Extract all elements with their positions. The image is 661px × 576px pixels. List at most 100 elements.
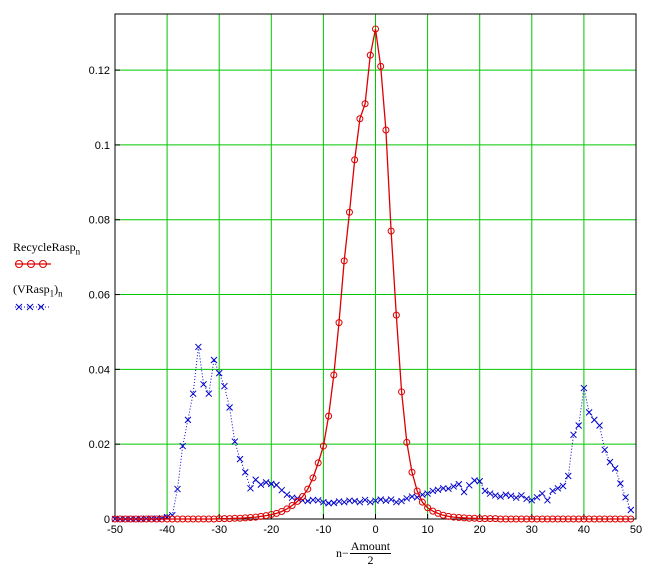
- recycle-rasp-point: [476, 515, 484, 523]
- vrasp-point: [559, 482, 567, 490]
- vrasp-point: [320, 498, 327, 506]
- legend-label-vrasp: (VRasp1)n: [13, 282, 63, 299]
- recycle-rasp-point: [340, 257, 348, 265]
- recycle-rasp-point: [491, 515, 499, 523]
- recycle-rasp-point: [168, 515, 176, 523]
- vrasp-point: [304, 497, 312, 505]
- legend: RecycleRaspn (VRasp1)n: [13, 240, 113, 325]
- recycle-rasp-point: [304, 485, 312, 493]
- vrasp-point: [189, 390, 197, 398]
- recycle-rasp-point: [564, 515, 572, 523]
- recycle-rasp-point: [377, 62, 385, 70]
- recycle-rasp-point: [549, 515, 557, 523]
- recycle-rasp-point: [194, 515, 202, 523]
- vrasp-point: [346, 497, 353, 505]
- x-axis-label: n− Amount 2: [336, 540, 392, 567]
- recycle-rasp-point: [189, 515, 197, 523]
- legend-label-recycle-rasp: RecycleRaspn: [13, 240, 81, 257]
- recycle-rasp-point: [596, 515, 604, 523]
- recycle-rasp-point: [528, 515, 536, 523]
- vrasp-point: [486, 490, 494, 497]
- recycle-rasp-point: [523, 515, 531, 523]
- vrasp-point: [450, 483, 458, 490]
- vrasp-point: [210, 356, 218, 364]
- vrasp-point: [601, 446, 609, 454]
- recycle-rasp-point: [330, 371, 338, 379]
- vrasp-point: [512, 494, 520, 502]
- recycle-rasp-point: [502, 515, 510, 523]
- vrasp-point: [351, 497, 359, 505]
- x-tick-label: 0: [372, 524, 378, 536]
- vrasp-point: [528, 496, 536, 504]
- x-tick-label: 30: [526, 524, 538, 536]
- vrasp-point: [262, 478, 270, 486]
- vrasp-point: [502, 491, 510, 499]
- vrasp-point: [314, 496, 322, 504]
- recycle-rasp-point: [387, 227, 395, 235]
- vrasp-point: [617, 480, 624, 487]
- recycle-rasp-point: [262, 512, 270, 520]
- vrasp-point: [549, 487, 556, 495]
- x-axis-label-fraction: Amount 2: [349, 540, 392, 567]
- vrasp-point: [205, 390, 213, 398]
- recycle-rasp-point: [444, 512, 452, 520]
- vrasp-point: [231, 438, 239, 445]
- legend-symbol-recycle-rasp: [15, 260, 51, 269]
- vrasp-point: [241, 468, 249, 476]
- vrasp-point: [590, 416, 598, 424]
- recycle-rasp-point: [267, 511, 275, 519]
- x-tick-label: -40: [159, 524, 175, 536]
- recycle-rasp-point: [257, 512, 265, 520]
- recycle-rasp-point: [460, 514, 468, 522]
- recycle-rasp-point: [314, 459, 322, 467]
- recycle-rasp-point: [382, 126, 390, 134]
- vrasp-point: [424, 490, 431, 497]
- vrasp-line: [115, 346, 632, 520]
- recycle-rasp-point: [345, 208, 353, 216]
- recycle-rasp-point: [215, 515, 223, 523]
- recycle-rasp-point: [601, 515, 609, 523]
- vrasp-point: [247, 484, 254, 492]
- vrasp-point: [252, 476, 260, 484]
- vrasp-point: [575, 422, 583, 429]
- y-tick-label: 0.06: [89, 290, 110, 302]
- vrasp-point: [215, 369, 223, 377]
- recycle-rasp-point: [220, 515, 228, 523]
- recycle-rasp-point: [418, 498, 426, 506]
- vrasp-point: [533, 493, 541, 501]
- y-tick-label: 0.08: [89, 215, 110, 227]
- recycle-rasp-point: [585, 515, 593, 523]
- vrasp-point: [445, 485, 452, 493]
- recycle-rasp-point: [325, 412, 333, 420]
- recycle-rasp-point: [210, 515, 218, 523]
- vrasp-point: [538, 490, 546, 497]
- vrasp-point: [554, 484, 562, 492]
- vrasp-point: [622, 493, 629, 501]
- x-axis-label-prefix: n−: [336, 546, 349, 560]
- recycle-rasp-point: [111, 515, 119, 523]
- recycle-rasp-point: [121, 515, 129, 523]
- recycle-rasp-point: [158, 515, 166, 523]
- recycle-rasp-point: [127, 515, 135, 523]
- vrasp-point: [340, 498, 348, 506]
- y-tick-label: 0.02: [89, 439, 110, 451]
- recycle-rasp-point: [184, 515, 192, 523]
- vrasp-point: [627, 506, 635, 514]
- recycle-rasp-point: [283, 505, 291, 513]
- recycle-rasp-point: [174, 515, 182, 523]
- vrasp-point: [361, 496, 369, 504]
- series-recycle-rasp: [111, 25, 635, 523]
- recycle-rasp-point: [319, 442, 327, 450]
- y-tick-label: 0.04: [89, 364, 110, 376]
- recycle-rasp-point: [299, 493, 307, 501]
- x-tick-label: 20: [474, 524, 486, 536]
- recycle-rasp-point: [575, 515, 583, 523]
- recycle-rasp-point: [205, 515, 213, 523]
- recycle-rasp-point: [450, 513, 458, 521]
- recycle-rasp-point: [590, 515, 598, 523]
- vrasp-point: [372, 497, 379, 505]
- vrasp-point: [596, 422, 603, 429]
- recycle-rasp-point: [538, 515, 546, 523]
- recycle-rasp-point: [179, 515, 187, 523]
